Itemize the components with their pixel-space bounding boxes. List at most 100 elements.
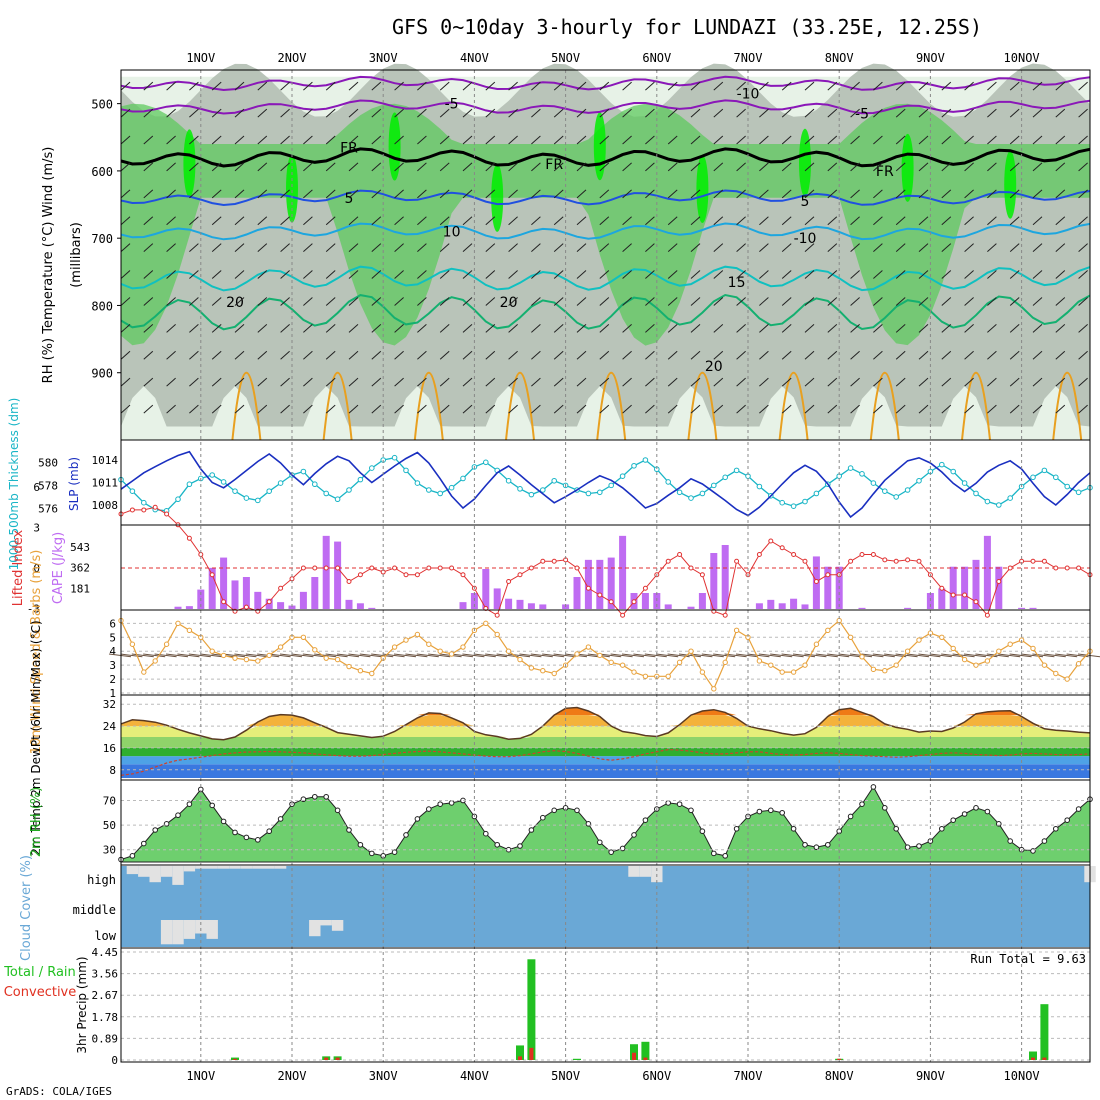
wind-speed-point <box>528 665 535 671</box>
wind-barb <box>394 377 404 387</box>
wind-barb <box>348 81 359 91</box>
wind-barb <box>599 162 610 172</box>
thickness-point <box>483 459 489 466</box>
rh-tick: 50 <box>103 819 116 832</box>
wind-barb <box>827 135 838 145</box>
lifted-index-point <box>426 565 432 571</box>
lifted-index-point <box>597 592 603 598</box>
lifted-index-point <box>460 572 466 578</box>
wind-barb <box>759 135 769 145</box>
wind-barb <box>325 162 336 172</box>
wind-barb <box>417 350 427 360</box>
wind-barb <box>211 243 222 253</box>
wind-barb <box>439 189 450 199</box>
wind-barb <box>987 162 997 172</box>
wind-barb <box>439 270 450 279</box>
wind-speed-point <box>973 662 979 668</box>
wind-barb <box>667 350 678 360</box>
wind-barb-10m <box>485 653 508 658</box>
wind-barb <box>485 216 496 226</box>
wind-barb <box>189 377 199 387</box>
wind-barb <box>667 323 678 333</box>
rh-moist-core <box>901 133 914 202</box>
wind-barb <box>667 270 678 279</box>
wind-barb-10m <box>519 653 542 658</box>
wind-barb-10m <box>1043 653 1066 658</box>
wind-barb <box>850 216 860 226</box>
rh-point <box>870 784 877 790</box>
wind-barb <box>736 350 746 360</box>
wind-barb <box>531 297 541 306</box>
wind-barb <box>941 350 952 360</box>
wind-speed-point <box>676 659 683 666</box>
lifted-index-tick: 3 <box>33 522 40 535</box>
wind-barb <box>781 189 792 199</box>
wind-barb <box>781 108 792 118</box>
lifted-index-point <box>973 599 979 605</box>
wind-barb <box>1009 108 1020 118</box>
wind-barb <box>257 297 268 306</box>
date-tick-top: 8NOV <box>825 51 854 65</box>
thickness-point <box>437 490 444 497</box>
wind-barb <box>622 377 632 387</box>
wind-barb <box>1032 297 1043 306</box>
cape-bar <box>596 559 604 609</box>
wind-barb-10m <box>336 653 360 658</box>
lifted-index-tick: -3 <box>27 603 40 616</box>
wind-barb <box>508 81 518 91</box>
rh-point <box>847 813 854 820</box>
wind-barb <box>280 243 290 253</box>
wind-barb <box>371 270 382 279</box>
wind-barb <box>759 270 769 279</box>
cloud-gap <box>206 920 218 939</box>
wind-barb <box>941 270 952 279</box>
wind-barb-10m <box>405 653 428 658</box>
wind-barb <box>964 135 974 145</box>
wind-barb <box>394 350 404 360</box>
wind-barb <box>827 404 838 414</box>
wind-barb <box>371 404 382 414</box>
wind-barb <box>690 135 701 145</box>
wind-barb <box>895 270 906 279</box>
rh-point <box>859 801 865 807</box>
wind-barb <box>576 350 587 360</box>
wind-barb <box>531 189 541 199</box>
wind-barb <box>485 108 496 118</box>
wind-barb <box>873 350 883 360</box>
wind-barb-10m <box>143 653 166 658</box>
wind-speed-point <box>916 637 922 643</box>
wind-barb <box>303 243 313 253</box>
wind-barb <box>850 350 860 360</box>
thickness-point <box>1007 495 1014 501</box>
wind-speed-point <box>460 644 466 650</box>
wind-barb <box>234 162 245 172</box>
wind-barb <box>690 243 701 253</box>
wind-barb <box>280 404 290 414</box>
rh-point <box>209 802 215 809</box>
cape-bar <box>949 566 957 609</box>
cloud-level-label: low <box>94 929 116 943</box>
date-tick-bottom: 10NOV <box>1004 1069 1040 1083</box>
cloud-gap <box>126 866 139 875</box>
wind-barb <box>553 81 564 91</box>
cloud-gap <box>628 866 640 877</box>
wind-barb <box>303 81 313 91</box>
rh-point <box>152 827 158 833</box>
wind-barb <box>987 377 997 387</box>
wind-barb <box>211 270 222 279</box>
wind-barb <box>120 297 131 306</box>
wind-barb <box>690 270 701 279</box>
wind-barb <box>622 350 632 360</box>
wind-barb <box>1055 81 1066 91</box>
wind-barb <box>736 297 746 306</box>
wind-barb-10m <box>188 653 211 658</box>
wind-barb <box>1032 350 1043 360</box>
wind-barb <box>143 350 154 360</box>
thickness-point <box>1041 467 1048 474</box>
wind-barb <box>964 81 974 91</box>
lifted-index-point <box>369 565 375 571</box>
thickness-point <box>688 495 694 501</box>
cape-bar <box>459 602 467 609</box>
cape-bar <box>721 545 729 609</box>
rh-point <box>243 834 250 841</box>
